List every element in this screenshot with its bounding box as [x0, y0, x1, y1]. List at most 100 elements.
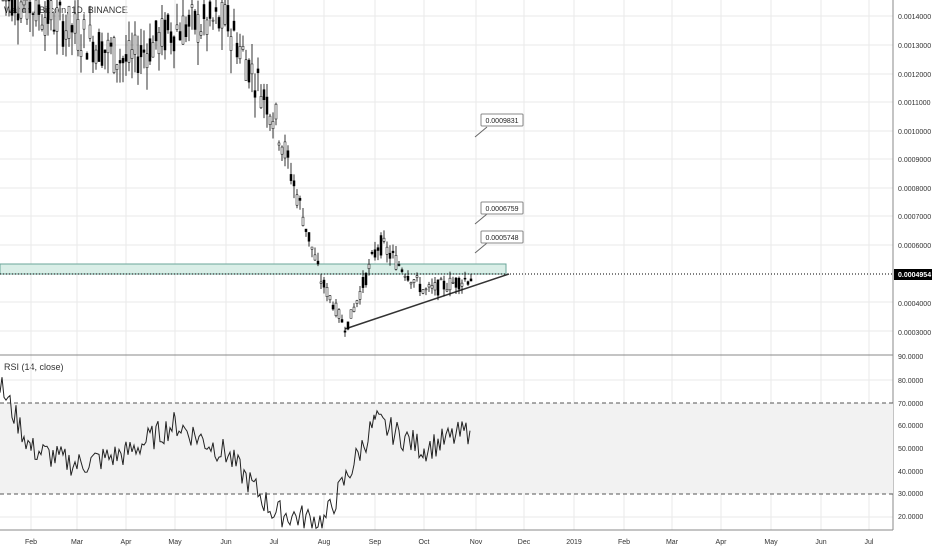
candle: [379, 232, 383, 259]
rsi-tick: 20.0000: [898, 514, 923, 521]
candle: [199, 24, 203, 39]
price-tick: 0.0003000: [898, 330, 931, 337]
callout-1-label: 0.0009831: [485, 118, 518, 125]
time-tick: Feb: [25, 539, 37, 546]
candle: [442, 275, 446, 297]
candle: [139, 28, 143, 75]
candle: [151, 35, 155, 58]
callout-2[interactable]: 0.0006759: [474, 201, 524, 225]
candle: [127, 21, 131, 72]
candle: [289, 162, 293, 185]
candle: [298, 195, 302, 210]
rsi-tick: 60.0000: [898, 423, 923, 430]
rsi-tick: 40.0000: [898, 469, 923, 476]
candle: [316, 252, 320, 267]
time-tick: 2019: [566, 539, 582, 546]
candle: [358, 286, 362, 305]
resistance-zone[interactable]: [0, 263, 507, 275]
candle: [406, 270, 410, 282]
candle: [361, 270, 365, 293]
candle: [430, 278, 434, 294]
time-tick: Nov: [470, 539, 483, 546]
current-price-tag: [894, 269, 932, 280]
candle: [25, 0, 29, 25]
candle: [400, 267, 404, 274]
candle: [469, 273, 473, 282]
candle: [232, 8, 236, 32]
candle: [40, 14, 44, 32]
time-tick: Mar: [71, 539, 84, 546]
callout-3[interactable]: 0.0005748: [474, 230, 524, 254]
candles: [1, 0, 473, 337]
candle: [265, 84, 269, 128]
candle: [274, 102, 278, 126]
candle: [82, 14, 86, 49]
candle: [193, 9, 197, 35]
candle: [238, 33, 242, 64]
candle: [385, 241, 389, 263]
candle: [70, 23, 74, 56]
price-tick: 0.0007000: [898, 214, 931, 221]
candle: [79, 34, 83, 73]
candle: [88, 5, 92, 42]
candle: [229, 28, 233, 74]
candle: [142, 30, 146, 69]
candle: [235, 32, 239, 64]
candle: [460, 279, 464, 294]
candle: [280, 145, 284, 162]
price-tick: 0.0009000: [898, 157, 931, 164]
time-tick: Sep: [369, 539, 382, 546]
candle: [262, 83, 266, 119]
price-tick: 0.0006000: [898, 243, 931, 250]
candle: [364, 272, 368, 288]
candle: [322, 277, 326, 294]
candle: [31, 11, 35, 37]
callout-1[interactable]: 0.0009831: [474, 113, 524, 138]
candle: [175, 3, 179, 32]
candle: [328, 295, 332, 304]
candle: [415, 272, 419, 282]
candle: [130, 32, 134, 79]
candle: [115, 63, 119, 83]
candle: [421, 289, 425, 295]
candle: [412, 279, 416, 288]
candle: [334, 299, 338, 318]
candle: [19, 0, 23, 23]
candle: [202, 0, 206, 36]
candle: [337, 308, 341, 323]
candle: [346, 321, 350, 331]
candle: [76, 0, 80, 57]
candle: [370, 250, 374, 256]
candle: [181, 0, 185, 45]
candle: [271, 112, 275, 139]
candle: [325, 282, 329, 302]
candle: [226, 0, 230, 37]
candle: [166, 12, 170, 34]
time-tick: Jul: [270, 539, 279, 546]
candle: [61, 13, 65, 55]
candle: [247, 58, 251, 89]
candle: [49, 0, 53, 31]
time-tick: Dec: [518, 539, 531, 546]
candle: [52, 12, 56, 35]
candle: [223, 0, 227, 27]
time-tick: Jun: [220, 539, 231, 546]
candle: [277, 140, 281, 151]
candle: [34, 0, 38, 27]
time-tick: Oct: [419, 539, 430, 546]
candle: [160, 5, 164, 56]
candle: [109, 37, 113, 55]
candle: [352, 303, 356, 313]
rsi-tick: 50.0000: [898, 446, 923, 453]
candle: [283, 134, 287, 167]
candle: [103, 49, 107, 70]
candle: [55, 0, 59, 55]
candle: [205, 16, 209, 52]
candle: [190, 0, 194, 30]
rsi-line: [0, 377, 471, 530]
callout-2-label: 0.0006759: [485, 206, 518, 213]
candle: [382, 230, 386, 244]
candle: [91, 35, 95, 74]
support-trendline[interactable]: [344, 273, 510, 330]
